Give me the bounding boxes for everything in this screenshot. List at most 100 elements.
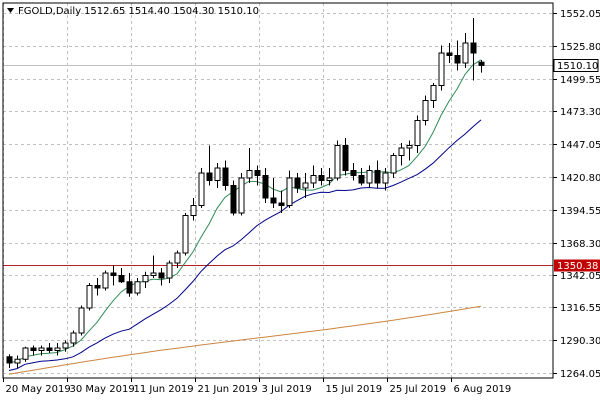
candle xyxy=(367,166,372,189)
candle-body-bull xyxy=(415,121,420,146)
candle xyxy=(375,161,380,189)
candle-body-bear xyxy=(159,273,164,278)
candle-body-bull xyxy=(311,176,316,184)
x-tick-label: 25 Jul 2019 xyxy=(390,384,447,395)
candle-body-bull xyxy=(143,276,148,282)
candle xyxy=(103,271,108,291)
candle xyxy=(135,278,140,296)
candle-body-bear xyxy=(447,53,452,56)
candle-body-bear xyxy=(375,171,380,184)
candle-body-bull xyxy=(239,178,244,213)
candle xyxy=(463,33,468,68)
candle xyxy=(15,356,20,369)
candle-body-bear xyxy=(343,146,348,171)
candle-body-bull xyxy=(303,183,308,188)
candle-body-bull xyxy=(167,263,172,278)
candle xyxy=(303,173,308,198)
candle xyxy=(215,163,220,188)
candle xyxy=(407,141,412,161)
candle xyxy=(271,178,276,208)
candles xyxy=(7,18,484,368)
candle-body-bear xyxy=(207,173,212,181)
candle xyxy=(95,278,100,296)
candle-body-bear xyxy=(479,62,484,65)
candle xyxy=(55,343,60,356)
candle-body-bear xyxy=(359,176,364,184)
candle-body-bull xyxy=(407,146,412,149)
collapse-triangle-icon[interactable] xyxy=(7,8,14,13)
candle-body-bull xyxy=(463,43,468,63)
candle-body-bull xyxy=(287,178,292,206)
y-tick-label: 1264.05 xyxy=(560,369,600,380)
candle-body-bull xyxy=(39,348,44,351)
x-tick-label: 15 Jul 2019 xyxy=(326,384,383,395)
candle xyxy=(343,138,348,176)
candle xyxy=(31,346,36,356)
candle xyxy=(391,153,396,178)
candle xyxy=(319,168,324,186)
y-tick-label: 1316.55 xyxy=(560,303,600,314)
candle-body-bear xyxy=(7,357,12,363)
candle xyxy=(87,283,92,311)
candle xyxy=(439,46,444,91)
x-tick-label: 6 Aug 2019 xyxy=(454,384,512,395)
candle xyxy=(263,168,268,203)
candle-body-bull xyxy=(191,206,196,216)
candle-body-bear xyxy=(263,176,268,199)
header-ohlc: 1512.65 1514.40 1504.30 1510.10 xyxy=(84,6,259,17)
x-tick-label: 3 Jul 2019 xyxy=(262,384,312,395)
candle-body-bull xyxy=(199,173,204,206)
candle xyxy=(327,168,332,186)
candle-body-bear xyxy=(231,186,236,214)
candle-body-bull xyxy=(431,86,436,101)
y-tick-label: 1342.05 xyxy=(560,271,600,282)
candle xyxy=(359,168,364,186)
y-tick-label: 1394.55 xyxy=(560,206,600,217)
candle-body-bear xyxy=(471,43,476,53)
candle-body-bull xyxy=(175,253,180,263)
candle-body-bear xyxy=(319,176,324,181)
candle xyxy=(167,261,172,284)
candle-body-bull xyxy=(15,359,20,363)
candle xyxy=(335,141,340,181)
candle-body-bear xyxy=(455,56,460,64)
y-tick-label: 1447.05 xyxy=(560,140,600,151)
candle-body-bull xyxy=(391,156,396,174)
candle-body-bull xyxy=(63,343,68,348)
candle xyxy=(431,83,436,108)
candle-body-bear xyxy=(351,171,356,176)
candle xyxy=(223,161,228,191)
candle-body-bull xyxy=(215,168,220,181)
candle-body-bull xyxy=(383,173,388,183)
candle xyxy=(183,213,188,256)
candle xyxy=(471,18,476,81)
candle-body-bull xyxy=(367,171,372,184)
candle-body-bull xyxy=(399,148,404,156)
candle xyxy=(119,268,124,283)
y-tick-label: 1525.80 xyxy=(560,42,600,53)
candle-body-bear xyxy=(295,178,300,188)
candle xyxy=(111,266,116,286)
candle xyxy=(423,96,428,126)
candle xyxy=(207,146,212,186)
candle-body-bull xyxy=(327,178,332,181)
candle xyxy=(23,347,28,362)
candle-body-bull xyxy=(335,146,340,179)
candle-body-bear xyxy=(119,276,124,282)
candle xyxy=(7,354,12,368)
candle xyxy=(159,268,164,286)
y-tick-label: 1420.80 xyxy=(560,173,600,184)
y-tick-label: 1499.55 xyxy=(560,75,600,86)
candle-body-bear xyxy=(31,348,36,351)
candle-body-bull xyxy=(79,308,84,333)
candle-body-bear xyxy=(127,282,132,293)
candle-body-bear xyxy=(271,198,276,203)
x-tick-label: 21 Jun 2019 xyxy=(198,384,258,395)
candle xyxy=(311,166,316,189)
y-tick-label: 1473.30 xyxy=(560,107,600,118)
y-tick-label: 1552.05 xyxy=(560,9,600,20)
candle xyxy=(127,273,132,297)
x-tick-label: 11 Jun 2019 xyxy=(134,384,194,395)
candle-body-bull xyxy=(183,216,188,254)
candle-body-bull xyxy=(423,101,428,121)
